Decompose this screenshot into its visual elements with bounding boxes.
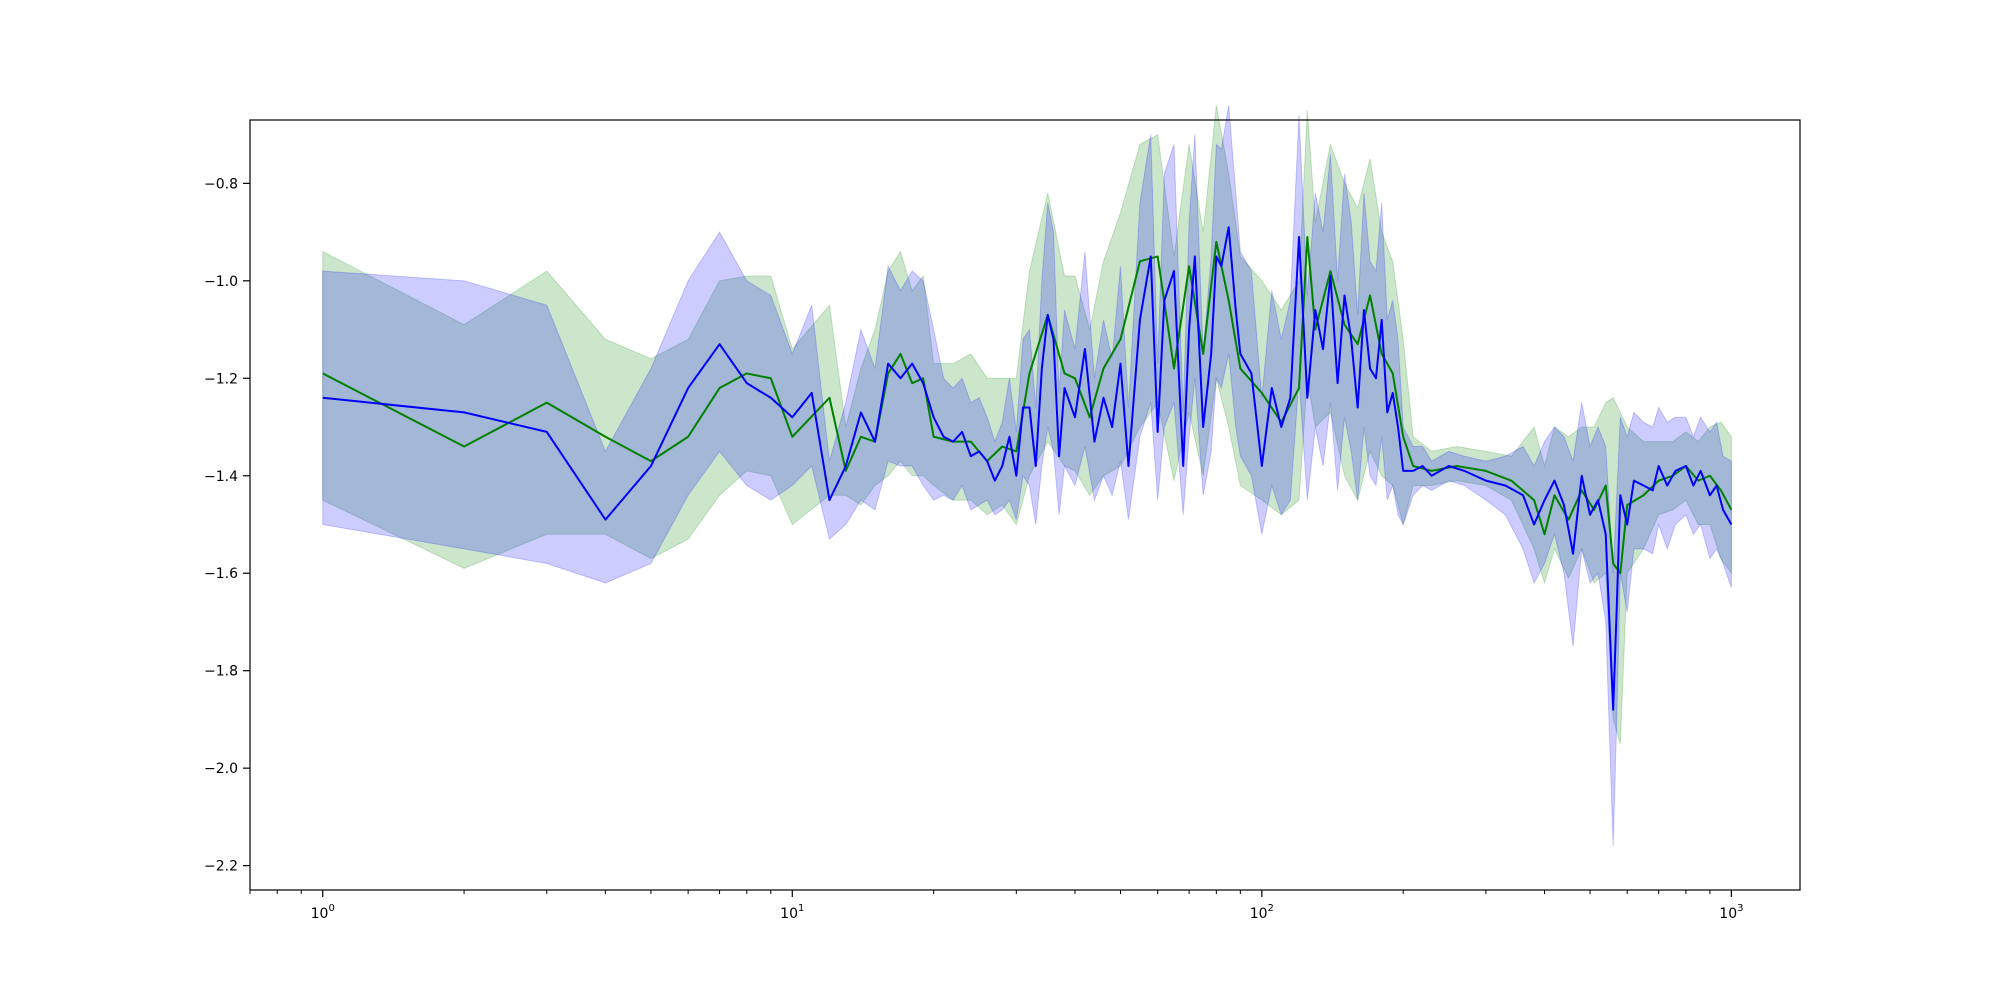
plot-frame — [249, 119, 1801, 891]
y-tick-label: −2.0 — [204, 761, 238, 777]
series-1-band — [322, 105, 1732, 744]
x-tick-label: 100 — [311, 903, 335, 922]
y-tick-label: −2.2 — [204, 859, 238, 875]
y-tick-label: −1.2 — [204, 371, 238, 387]
y-tick-label: −1.6 — [204, 566, 238, 582]
x-tick-label: 102 — [1250, 903, 1274, 922]
confidence-bands — [322, 105, 1732, 847]
y-tick-label: −1.0 — [204, 274, 238, 290]
y-tick-label: −1.4 — [204, 469, 238, 485]
y-axis: −0.8 −1.0 −1.2 −1.4 −1.6 −1.8 −2.0 −2.2 — [204, 176, 250, 875]
y-tick-label: −0.8 — [204, 176, 238, 192]
series-2-band — [322, 105, 1732, 847]
x-tick-label: 101 — [780, 903, 804, 922]
series-1-line — [322, 235, 1733, 575]
x-tick-label: 103 — [1719, 903, 1743, 922]
x-axis: 100 101 102 103 — [249, 890, 1743, 922]
y-tick-label: −1.8 — [204, 664, 238, 680]
series-lines — [322, 226, 1733, 711]
series-2-line — [322, 226, 1733, 711]
